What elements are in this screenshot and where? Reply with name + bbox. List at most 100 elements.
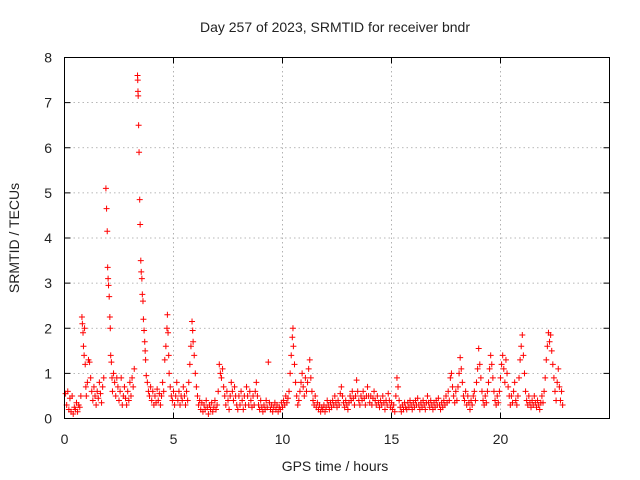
data-point [414,395,421,402]
data-point [135,122,142,129]
data-point [141,327,148,334]
data-point [189,318,196,325]
data-point [129,374,136,381]
data-point [510,388,517,395]
y-tick-label: 1 [44,365,52,381]
data-point [227,392,234,399]
data-point [121,383,128,390]
data-point [298,379,305,386]
data-point [169,397,176,404]
tick-marks [64,57,610,419]
data-point [427,397,434,404]
data-point [157,401,164,408]
data-point [124,388,131,395]
y-tick-label: 0 [44,411,52,427]
data-point [393,374,400,381]
data-point [478,388,485,395]
data-point [186,361,193,368]
data-point [173,379,180,386]
data-point [294,401,301,408]
data-point [362,401,369,408]
data-point [552,388,558,395]
data-point [344,406,351,413]
data-point [89,397,96,404]
data-point [525,392,532,399]
data-point [149,388,156,395]
data-point [94,388,101,395]
data-point [542,374,549,381]
data-point [98,399,105,406]
data-point [181,392,188,399]
data-point [219,365,226,372]
data-point [80,343,87,350]
data-point [374,392,381,399]
data-point [187,343,194,350]
data-point [99,383,106,390]
data-point [100,374,107,381]
data-point [536,406,543,413]
x-tick-labels: 0 5 10 15 20 [61,431,509,447]
data-point [81,352,88,359]
data-point [487,352,494,359]
data-point [217,370,224,377]
data-point [220,383,227,390]
data-point [180,383,187,390]
data-point [263,397,270,404]
data-point [310,397,317,404]
data-point [499,352,506,359]
data-point [477,374,484,381]
data-point [83,392,90,399]
data-point [160,388,167,395]
data-point [360,388,367,395]
data-point [107,352,114,359]
data-point [209,408,216,415]
data-point [302,374,309,381]
data-point [252,388,259,395]
data-point [466,406,473,413]
data-point [88,388,95,395]
data-point [339,392,346,399]
data-point [264,404,271,411]
y-tick-label: 8 [44,50,52,66]
data-point [90,383,97,390]
data-point [175,388,182,395]
data-point [349,388,356,395]
data-point [246,388,253,395]
data-point [557,397,564,404]
data-point [235,392,242,399]
data-point [138,268,145,275]
data-point [490,388,497,395]
data-point [546,338,553,345]
data-point [131,365,138,372]
data-point [159,379,166,386]
data-point [472,397,479,404]
data-point [189,327,196,334]
data-point [292,379,299,386]
data-point [512,397,519,404]
data-point [139,291,146,298]
data-point [154,386,161,393]
data-point [166,370,173,377]
data-point [238,388,245,395]
data-point [284,395,291,402]
data-point [213,406,220,413]
data-point [106,293,113,300]
data-point [226,406,233,413]
data-point [78,313,85,320]
data-point [231,383,238,390]
data-point [127,392,134,399]
data-points [62,72,566,417]
x-tick-label: 15 [384,431,400,447]
data-point [96,379,103,386]
data-point [165,329,172,336]
data-point [540,399,547,406]
data-point [558,388,565,395]
data-point [447,374,454,381]
data-point [114,383,121,390]
data-point [422,406,429,413]
data-point [470,392,477,399]
data-point [107,325,114,332]
data-point [245,401,252,408]
y-tick-label: 4 [44,230,52,246]
data-point [385,390,392,397]
